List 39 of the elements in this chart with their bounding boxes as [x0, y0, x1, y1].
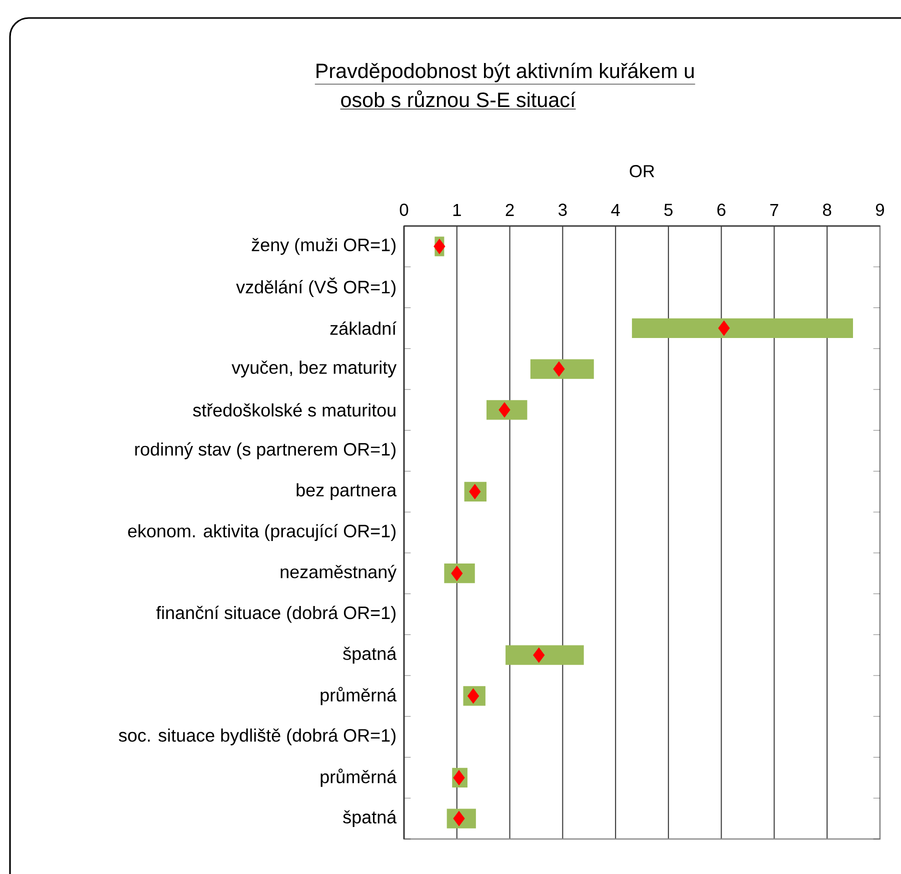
x-axis-title: OR: [630, 165, 654, 178]
y-tick-label: ekonom. aktivita (pracující OR=1): [128, 524, 396, 541]
x-tick-label: 9: [876, 204, 884, 216]
y-tick-label: ženy (muži OR=1): [252, 238, 396, 255]
point: [498, 402, 510, 418]
y-tick-label: finanční situace (dobrá OR=1): [156, 606, 396, 623]
x-tick-label: 6: [717, 204, 726, 216]
y-tick-label: průměrná: [320, 686, 397, 706]
x-tick-label: 0: [400, 204, 408, 216]
y-tick-label: bez partnera: [296, 483, 397, 500]
y-tick-label: vyučen, bez maturity: [232, 360, 397, 378]
y-tick-label: nezaměstnaný: [280, 564, 397, 582]
point: [553, 361, 565, 377]
x-tick-label: 1: [453, 204, 461, 216]
x-tick-label: 3: [558, 204, 567, 216]
point: [718, 320, 730, 336]
x-tick-label: 5: [664, 204, 673, 216]
y-tick-label: špatná: [343, 646, 397, 664]
y-tick-label: vzdělání (VŠ OR=1): [236, 278, 396, 298]
y-tick-label: soc. situace bydliště (dobrá OR=1): [118, 728, 396, 746]
chart-subtitle: osob s různou S-E situací: [341, 90, 576, 108]
x-tick-label: 4: [611, 204, 620, 216]
y-tick-label: průměrná: [320, 768, 397, 787]
point: [451, 566, 463, 581]
bar: [530, 359, 594, 379]
y-tick-label: základní: [330, 321, 397, 335]
bar: [632, 318, 854, 338]
x-tick-label: 7: [770, 204, 778, 216]
point: [468, 688, 480, 704]
x-tick-label: 2: [506, 204, 514, 216]
y-tick-label: středoškolské s maturitou: [193, 403, 396, 417]
chart-title: Pravděpodobnost být aktivním kuřákem u: [316, 62, 694, 82]
bar: [506, 645, 584, 665]
point: [469, 484, 481, 500]
x-tick-label: 8: [823, 204, 832, 216]
y-tick-label: rodinný stav (s partnerem OR=1): [135, 442, 396, 460]
y-tick-label: špatná: [343, 810, 397, 828]
point: [453, 810, 465, 826]
point: [533, 647, 545, 663]
